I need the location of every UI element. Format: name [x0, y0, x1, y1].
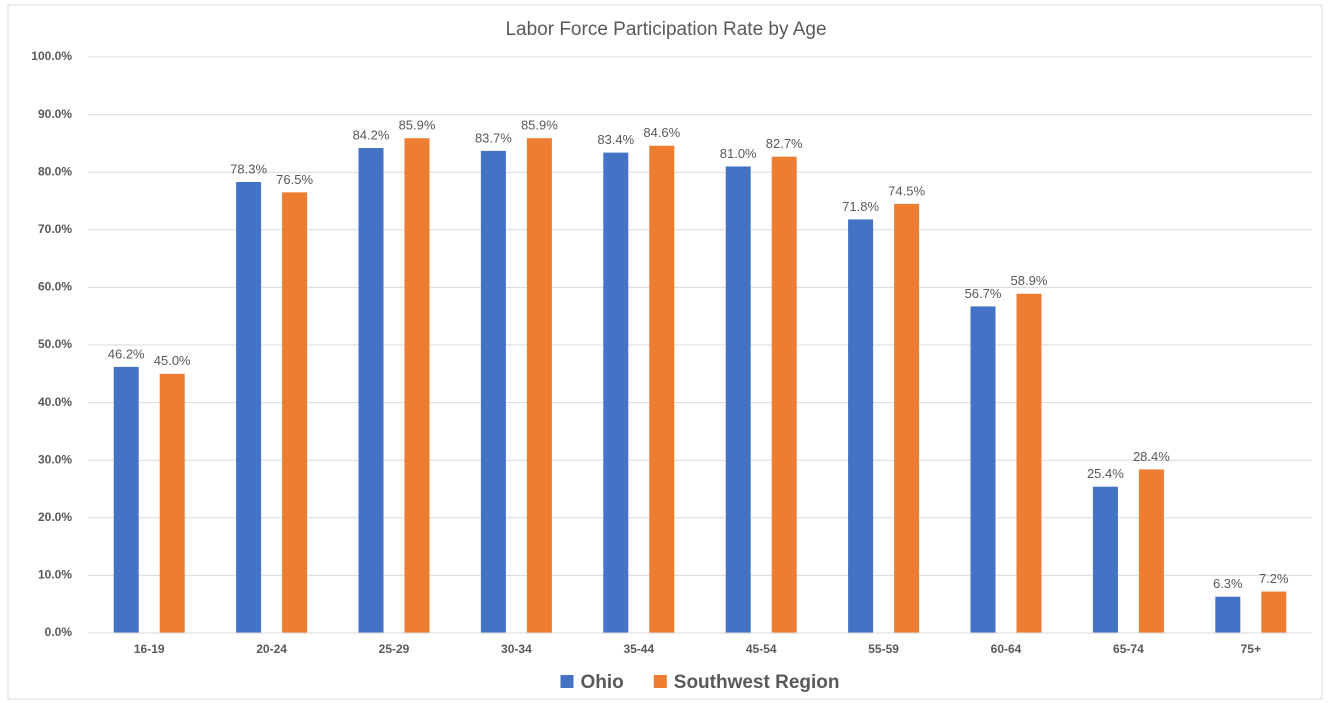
- bar: [894, 203, 920, 633]
- bar: [1215, 596, 1241, 633]
- x-tick-label: 65-74: [1113, 642, 1144, 656]
- x-tick-label: 20-24: [256, 642, 287, 656]
- bar: [1016, 293, 1042, 633]
- x-tick-label: 75+: [1241, 642, 1261, 656]
- x-tick-label: 45-54: [746, 642, 777, 656]
- bar: [970, 306, 996, 633]
- x-tick-label: 60-64: [991, 642, 1022, 656]
- x-tick-label: 30-34: [501, 642, 532, 656]
- data-label: 83.7%: [475, 130, 512, 145]
- bar: [771, 156, 797, 633]
- data-label: 46.2%: [108, 346, 145, 361]
- bar: [282, 192, 308, 634]
- bar: [1092, 486, 1118, 633]
- legend-swatch: [653, 675, 667, 688]
- y-tick-label: 40.0%: [38, 395, 72, 409]
- y-tick-label: 10.0%: [38, 568, 72, 582]
- data-label: 76.5%: [276, 172, 313, 187]
- data-label: 83.4%: [597, 132, 634, 147]
- bar: [1138, 469, 1164, 633]
- data-label: 78.3%: [230, 161, 267, 176]
- bar: [526, 138, 552, 633]
- data-label: 56.7%: [965, 286, 1002, 301]
- bar: [159, 373, 185, 633]
- data-label: 74.5%: [888, 183, 925, 198]
- data-label: 81.0%: [720, 146, 757, 161]
- data-label: 45.0%: [154, 353, 191, 368]
- y-tick-label: 50.0%: [38, 337, 72, 351]
- bar: [649, 145, 675, 634]
- bar: [480, 150, 506, 633]
- legend: Ohio Southwest Region: [560, 672, 840, 693]
- data-label: 7.2%: [1259, 571, 1289, 586]
- bar: [848, 219, 874, 633]
- chart-title: Labor Force Participation Rate by Age: [505, 19, 826, 40]
- x-tick-label: 16-19: [134, 642, 165, 656]
- data-label: 25.4%: [1087, 466, 1124, 481]
- data-label: 71.8%: [842, 199, 879, 214]
- bar: [113, 366, 139, 633]
- bar: [725, 166, 751, 633]
- data-label: 58.9%: [1011, 273, 1048, 288]
- data-label: 84.2%: [353, 127, 390, 142]
- data-label: 84.6%: [643, 125, 680, 140]
- bar: [358, 148, 384, 633]
- bar: [236, 181, 262, 633]
- y-tick-label: 20.0%: [38, 510, 72, 524]
- legend-label: Ohio: [580, 672, 623, 693]
- bar: [404, 138, 430, 633]
- data-label: 85.9%: [399, 118, 436, 133]
- data-label: 28.4%: [1133, 449, 1170, 464]
- y-tick-label: 30.0%: [38, 452, 72, 466]
- data-label: 82.7%: [766, 136, 803, 151]
- y-tick-label: 70.0%: [38, 222, 72, 236]
- x-tick-label: 25-29: [379, 642, 410, 656]
- y-tick-label: 100.0%: [31, 49, 72, 63]
- x-tick-label: 55-59: [868, 642, 899, 656]
- bar: [603, 152, 629, 633]
- y-tick-label: 80.0%: [38, 164, 72, 178]
- data-label: 6.3%: [1213, 576, 1243, 591]
- bar: [1261, 591, 1287, 633]
- legend-label: Southwest Region: [674, 672, 840, 693]
- legend-swatch: [560, 675, 574, 688]
- y-tick-label: 0.0%: [45, 625, 73, 639]
- y-tick-label: 90.0%: [38, 107, 72, 121]
- y-tick-label: 60.0%: [38, 280, 72, 294]
- x-tick-label: 35-44: [623, 642, 654, 656]
- data-label: 85.9%: [521, 118, 558, 133]
